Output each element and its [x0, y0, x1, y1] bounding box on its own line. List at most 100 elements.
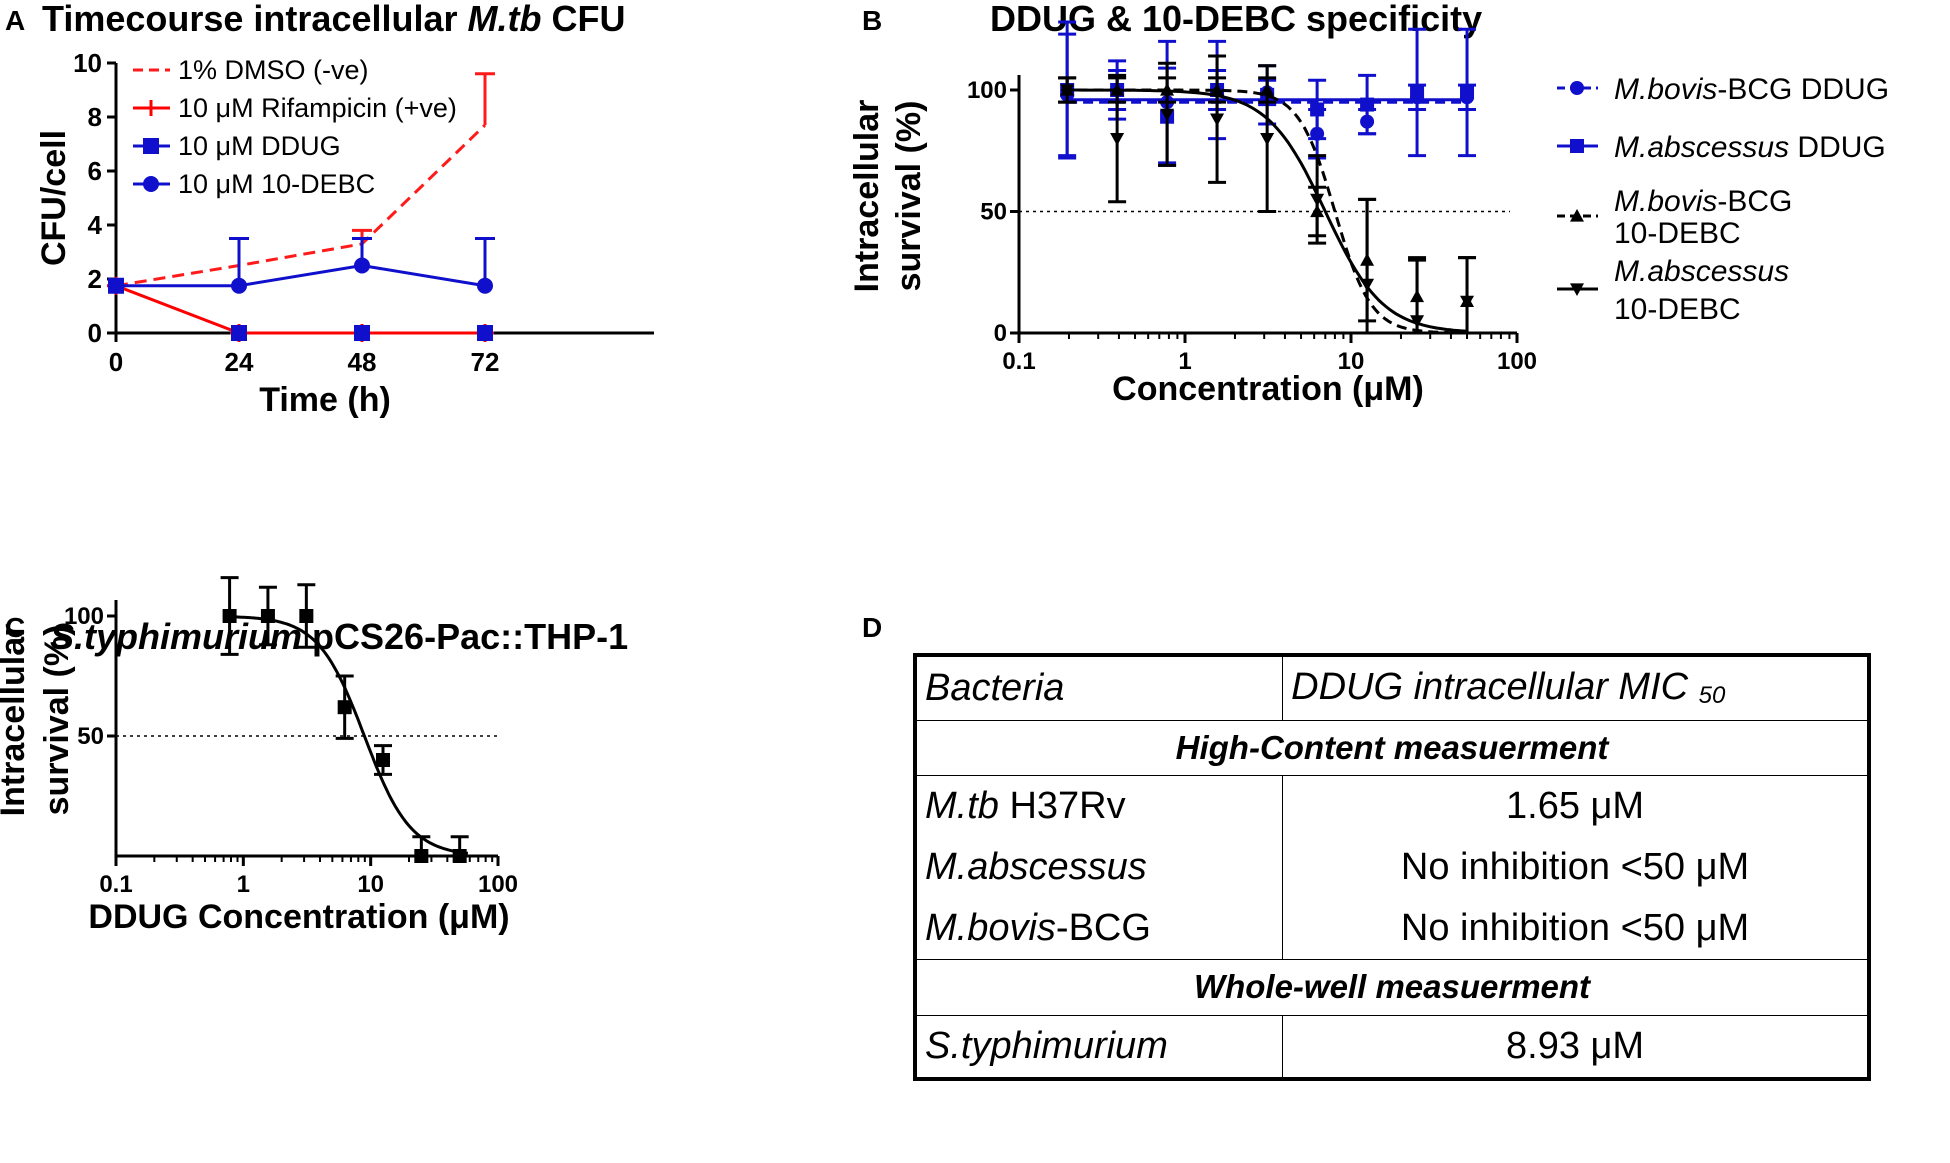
data-point: [337, 700, 352, 715]
fit-curve-0: [229, 615, 469, 855]
data-point: [452, 849, 467, 863]
legend-swatch-marker: [1570, 81, 1584, 95]
y-tick-label: 10: [73, 48, 102, 78]
x-tick-label: 100: [1497, 348, 1537, 375]
legend-swatch-marker: [1570, 139, 1584, 153]
mic-value: 8.93 μM: [1282, 1014, 1868, 1079]
x-tick-label: 0.1: [99, 871, 132, 898]
series-a: [107, 72, 495, 342]
legend-label: M.abscessus DDUG: [1614, 131, 1886, 164]
bacteria-name: M.abscessus: [915, 837, 1284, 899]
error-bar: [1458, 27, 1477, 93]
legend-label: M.bovis-BCG: [1614, 185, 1792, 218]
legend-label-rest: DDUG: [1789, 131, 1886, 164]
section-row-1: High-Content measuerment: [916, 719, 1868, 777]
error-bar: [1258, 138, 1277, 213]
series-line-3: [116, 263, 486, 288]
header-mic-text: DDUG intracellular MIC: [1291, 666, 1689, 709]
data-point: [1060, 84, 1075, 97]
legend-label: M.bovis-BCG DDUG: [1614, 73, 1889, 106]
data-point: [1460, 295, 1475, 309]
legend-swatch-marker: [1570, 209, 1584, 222]
data-point: [108, 277, 124, 294]
legend-label-line2: 10-DEBC: [1614, 293, 1741, 326]
x-tick-label: 48: [348, 347, 377, 377]
y-tick-label: 50: [980, 199, 1007, 226]
header-mic: DDUG intracellular MIC 50: [1282, 656, 1868, 721]
data-point: [1360, 97, 1375, 112]
table-row: M.bovis-BCG No inhibition <50 μM: [915, 898, 1868, 960]
section-title-high-content: High-Content measuerment: [916, 719, 1868, 777]
axes-B: 0.1 1 10 100 0 50 100 Concentration (μM) Intrace…: [848, 75, 1537, 408]
error-bar: [1158, 61, 1177, 115]
x-tick-label: 24: [225, 347, 254, 377]
panel-c-title-post: pCS26-Pac::THP-1: [302, 616, 629, 657]
y-axis-label: CFU/cell: [35, 130, 73, 266]
panel-a-title-pre: Timecourse intracellular: [42, 0, 468, 39]
x-tick-label: 10: [357, 871, 384, 898]
data-point: [1310, 102, 1325, 117]
legend-swatch-marker: [143, 138, 159, 154]
table-header-row: Bacteria DDUG intracellular MIC 50: [915, 656, 1868, 721]
legend-label: 10 μM 10-DEBC: [178, 169, 375, 199]
legend-swatch-marker: [143, 100, 159, 116]
error-bar: [1408, 27, 1427, 93]
x-axis-label: Concentration (μM): [1112, 370, 1424, 408]
x-tick-label: 72: [471, 347, 500, 377]
panel-b-letter: B: [862, 5, 883, 36]
error-bar: [1258, 64, 1277, 139]
legend-label-em: M.abscessus: [1614, 131, 1789, 164]
error-bar: [1358, 197, 1377, 285]
data-point: [1410, 315, 1425, 328]
bacteria-name-em: M.bovis: [925, 907, 1056, 950]
data-point: [354, 257, 370, 274]
x-axis-label: DDUG Concentration (μM): [88, 898, 509, 936]
data-point: [1460, 85, 1475, 100]
error-bar: [1308, 154, 1327, 200]
mic-value: 1.65 μM: [1282, 775, 1868, 838]
bacteria-name-em: M.abscessus: [925, 846, 1147, 889]
y-tick-label: 4: [88, 210, 103, 240]
data-point: [414, 849, 429, 863]
data-point: [1310, 193, 1325, 207]
x-tick-label: 0.1: [1002, 348, 1035, 375]
section-row-2: Whole-well measuerment: [916, 959, 1868, 1016]
legend-label-rest: -BCG: [1717, 185, 1792, 218]
legend-label-em: M.bovis: [1614, 185, 1717, 218]
error-bar: [1358, 284, 1377, 335]
error-bar: [1408, 92, 1427, 158]
x-axis-label: Time (h): [259, 381, 391, 419]
series-C: [220, 576, 469, 863]
bacteria-name: M.tb H37Rv: [915, 775, 1284, 838]
data-point: [222, 609, 237, 623]
data-point: [1410, 85, 1425, 100]
error-bar: [1108, 138, 1127, 204]
legend-a: 1% DMSO (-ve) 10 μM Rifampicin (+ve) 10 μM…: [133, 55, 457, 199]
x-tick-label: 100: [478, 871, 518, 898]
error-bar: [1458, 256, 1477, 302]
legend-label-rest: -BCG DDUG: [1717, 73, 1889, 106]
bacteria-name: M.bovis-BCG: [915, 898, 1284, 960]
error-bar: [1308, 199, 1327, 245]
bacteria-name-em: S.typhimurium: [925, 1024, 1168, 1067]
y-tick-label: 6: [88, 156, 102, 186]
data-point: [376, 753, 391, 767]
y-tick-label: 100: [64, 603, 104, 630]
legend-label-em: M.abscessus: [1614, 255, 1789, 288]
data-point: [354, 325, 370, 341]
table-row: M.tb H37Rv 1.65 μM: [915, 775, 1868, 838]
data-point: [477, 325, 493, 341]
header-mic-sub: 50: [1698, 682, 1726, 710]
error-bar: [1458, 92, 1477, 158]
data-point: [477, 277, 493, 294]
series-line-0: [115, 124, 487, 288]
data-point: [1210, 113, 1225, 127]
table-row: S.typhimurium 8.93 μM: [915, 1014, 1868, 1079]
legend-label: 10 μM DDUG: [178, 131, 341, 161]
mic-table: Bacteria DDUG intracellular MIC 50 High-…: [913, 653, 1871, 1081]
bacteria-name-rest: -BCG: [1055, 907, 1151, 950]
section-title-whole-well: Whole-well measuerment: [916, 959, 1868, 1016]
